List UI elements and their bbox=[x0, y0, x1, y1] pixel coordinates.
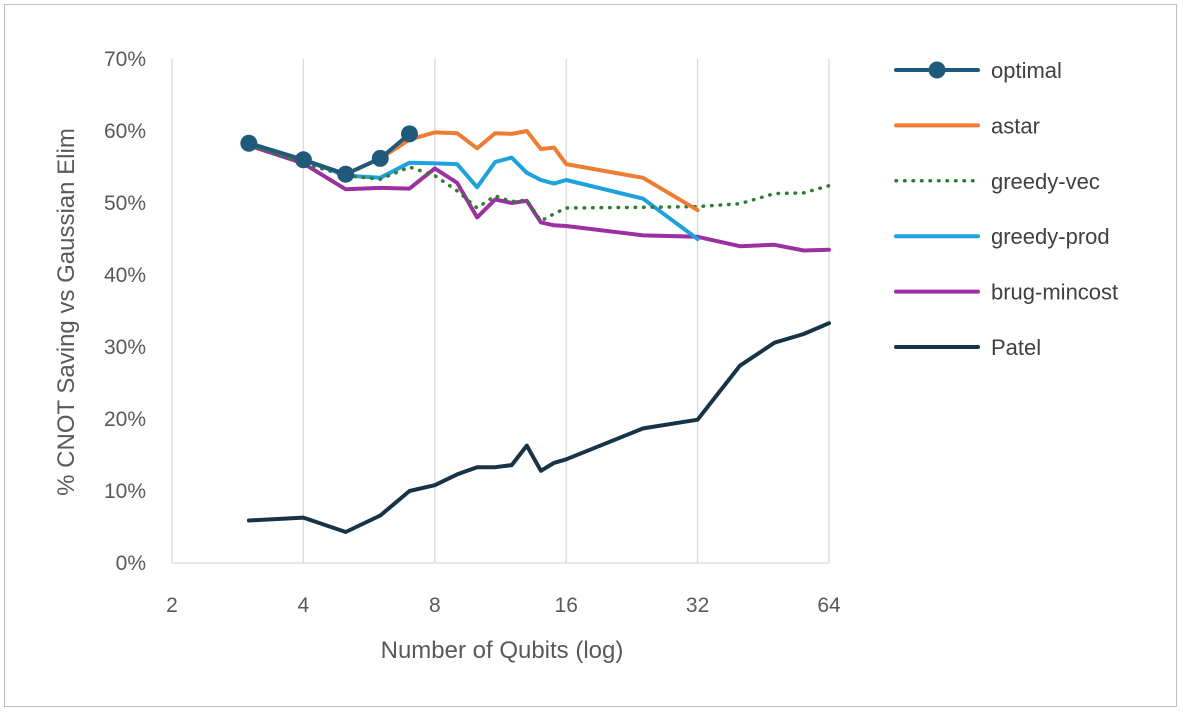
legend-label-greedy-vec: greedy-vec bbox=[991, 169, 1100, 194]
legend-item-Patel: Patel bbox=[894, 335, 1041, 360]
y-tick-label-60: 60% bbox=[104, 120, 146, 143]
series-line-Patel bbox=[246, 321, 831, 534]
x-tick-label-4: 4 bbox=[298, 594, 310, 617]
y-tick-label-70: 70% bbox=[104, 48, 146, 71]
x-axis-title: Number of Qubits (log) bbox=[381, 637, 624, 664]
legend-item-greedy-prod: greedy-prod bbox=[894, 224, 1110, 249]
series-line-greedy-prod bbox=[246, 141, 700, 241]
x-tick-label-32: 32 bbox=[686, 594, 709, 617]
legend-item-greedy-vec: greedy-vec bbox=[894, 169, 1100, 194]
legend-label-Patel: Patel bbox=[991, 335, 1041, 360]
x-tick-label-2: 2 bbox=[166, 594, 178, 617]
legend-marker-optimal bbox=[928, 61, 946, 79]
y-tick-label-50: 50% bbox=[104, 192, 146, 215]
series-layer bbox=[240, 125, 831, 534]
chart-frame bbox=[4, 4, 1177, 707]
y-tick-label-30: 30% bbox=[104, 336, 146, 359]
y-axis-title: % CNOT Saving vs Gaussian Elim bbox=[53, 128, 80, 496]
y-tick-labels: 0% 10% 20% 30% 40% 50% 60% 70% bbox=[104, 48, 146, 575]
data-point-optimal-7 bbox=[400, 125, 418, 143]
x-tick-labels: 2 4 8 16 32 64 bbox=[166, 594, 841, 617]
x-tick-label-64: 64 bbox=[817, 594, 841, 617]
legend-item-brug-mincost: brug-mincost bbox=[894, 280, 1118, 305]
data-point-optimal-6 bbox=[371, 149, 389, 167]
y-tick-label-0: 0% bbox=[116, 552, 146, 575]
data-point-optimal-4 bbox=[294, 151, 312, 169]
x-tick-label-16: 16 bbox=[555, 594, 578, 617]
grid-layer bbox=[171, 59, 830, 564]
y-tick-label-40: 40% bbox=[104, 264, 146, 287]
y-tick-label-20: 20% bbox=[104, 408, 146, 431]
y-tick-label-10: 10% bbox=[104, 480, 146, 503]
series-line-brug-mincost bbox=[246, 143, 831, 253]
x-tick-label-8: 8 bbox=[429, 594, 441, 617]
data-point-optimal-3 bbox=[240, 134, 258, 152]
legend-label-brug-mincost: brug-mincost bbox=[991, 280, 1118, 305]
data-point-optimal-5 bbox=[337, 165, 355, 183]
legend-item-optimal: optimal bbox=[894, 58, 1062, 83]
legend-item-astar: astar bbox=[894, 113, 1040, 138]
legend-label-greedy-prod: greedy-prod bbox=[991, 224, 1110, 249]
legend: optimal astar greedy-vec greedy-prod brug-mi… bbox=[894, 58, 1118, 360]
legend-label-astar: astar bbox=[991, 113, 1040, 138]
legend-label-optimal: optimal bbox=[991, 58, 1062, 83]
